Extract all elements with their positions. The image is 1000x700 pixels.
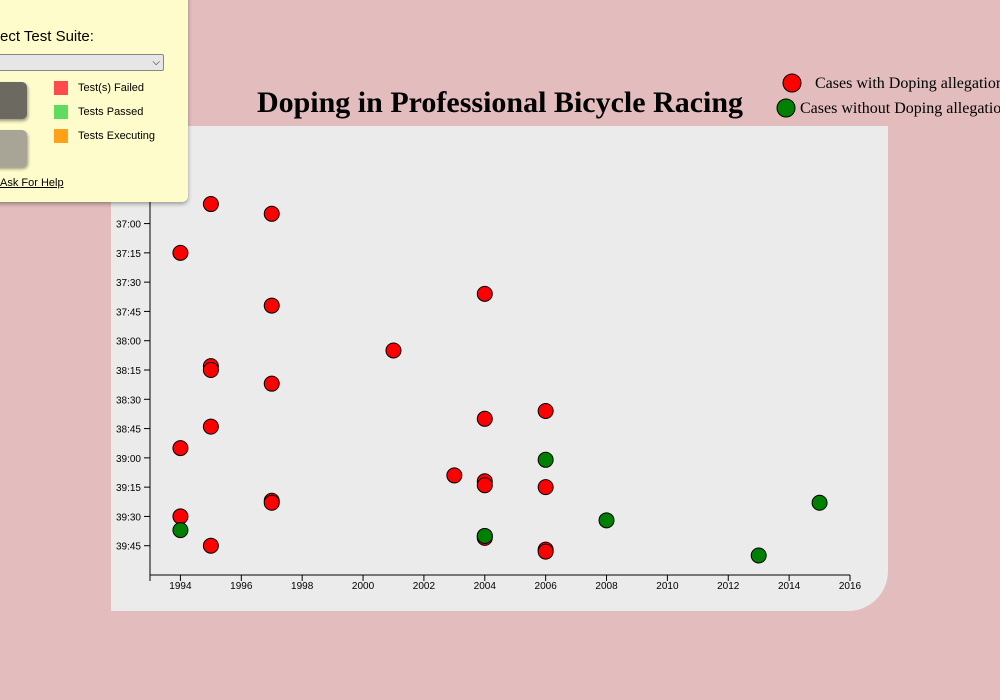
ask-for-help-link[interactable]: Ask For Help	[0, 177, 64, 189]
data-point-doping[interactable]	[202, 196, 219, 213]
data-point-doping[interactable]	[537, 403, 554, 419]
x-tick-label: 2004	[474, 581, 497, 592]
y-tick-label: 39:45	[116, 542, 141, 553]
data-point-doping[interactable]	[263, 205, 280, 222]
status-failed: Test(s) Failed	[54, 81, 144, 95]
test-suite-select[interactable]: ⌵	[0, 54, 164, 71]
data-point-doping[interactable]	[385, 342, 402, 359]
data-point-doping[interactable]	[476, 285, 493, 302]
x-tick-label: 1994	[169, 581, 192, 592]
y-tick-label: 38:00	[116, 337, 141, 348]
legend-marker-doping	[782, 73, 802, 93]
y-tick-label: 39:15	[116, 483, 141, 494]
x-tick-label: 2012	[717, 581, 740, 592]
legend-label-no-doping: Cases without Doping allegations	[800, 100, 1000, 117]
y-tick-label: 37:00	[116, 220, 141, 231]
data-point-doping[interactable]	[263, 375, 280, 392]
data-point-no-doping[interactable]	[811, 494, 828, 511]
data-point-doping[interactable]	[172, 440, 189, 457]
x-tick-label: 2016	[839, 581, 862, 592]
x-tick-label: 2000	[352, 581, 375, 592]
data-point-doping[interactable]	[202, 362, 219, 378]
y-tick-label: 38:15	[116, 366, 141, 377]
data-point-no-doping[interactable]	[750, 547, 767, 564]
executing-swatch-icon	[54, 129, 68, 143]
data-point-no-doping[interactable]	[598, 512, 615, 529]
data-point-no-doping[interactable]	[172, 522, 189, 539]
x-tick-label: 2006	[535, 581, 558, 592]
data-point-no-doping[interactable]	[537, 451, 554, 468]
data-point-doping[interactable]	[172, 244, 189, 261]
status-passed: Tests Passed	[54, 105, 143, 119]
chart-title: Doping in Professional Bicycle Racing	[256, 86, 744, 119]
failed-swatch-icon	[54, 81, 68, 95]
hide-tests-button[interactable]	[0, 130, 27, 167]
legend-marker-no-doping	[776, 98, 796, 118]
legend-label-doping: Cases with Doping allegations	[815, 75, 1000, 92]
x-tick-label: 2008	[595, 581, 618, 592]
test-panel: ect Test Suite: ⌵ Test(s) Failed Tests P…	[0, 0, 188, 202]
data-point-doping[interactable]	[202, 537, 219, 554]
status-failed-label: Test(s) Failed	[78, 82, 145, 94]
x-tick-label: 2014	[778, 581, 801, 592]
data-point-doping[interactable]	[476, 477, 493, 494]
data-point-doping[interactable]	[537, 479, 554, 496]
chart-card	[111, 126, 888, 611]
status-executing-label: Tests Executing	[78, 130, 156, 142]
data-point-doping[interactable]	[476, 410, 493, 427]
y-tick-label: 37:45	[116, 307, 141, 318]
axes: 1994 1996 1998 2000 2002 2004 2006 2008 2010 2012…	[116, 164, 862, 592]
x-tick-label: 2010	[656, 581, 679, 592]
status-passed-label: Tests Passed	[78, 106, 144, 118]
status-executing: Tests Executing	[54, 129, 155, 143]
y-tick-label: 39:00	[116, 454, 141, 465]
y-tick-label: 37:15	[116, 249, 141, 260]
legend: Cases with Doping allegations Cases with…	[776, 73, 1000, 118]
data-point-doping[interactable]	[172, 508, 189, 525]
data-points	[172, 196, 828, 564]
x-tick-label: 1998	[291, 581, 314, 592]
x-tick-label: 1996	[230, 581, 253, 592]
data-point-doping[interactable]	[446, 467, 463, 484]
data-point-doping[interactable]	[537, 543, 554, 560]
y-tick-label: 37:30	[116, 278, 141, 289]
data-point-doping[interactable]	[202, 418, 219, 435]
y-tick-label: 38:30	[116, 395, 141, 406]
x-tick-label: 2002	[413, 581, 436, 592]
suite-label: ect Test Suite:	[0, 28, 94, 45]
run-tests-button[interactable]	[0, 82, 27, 119]
chevron-down-icon: ⌵	[152, 57, 160, 68]
data-point-no-doping[interactable]	[476, 527, 493, 544]
data-point-doping[interactable]	[263, 494, 280, 511]
y-tick-label: 38:45	[116, 425, 141, 436]
passed-swatch-icon	[54, 105, 68, 119]
data-point-doping[interactable]	[263, 297, 280, 314]
y-tick-label: 39:30	[116, 512, 141, 523]
